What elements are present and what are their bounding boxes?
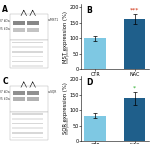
Text: B: B [87,6,93,15]
Bar [13,21,25,24]
Bar [12,51,43,53]
Bar [27,91,39,95]
Text: 25 kDa: 25 kDa [0,27,10,31]
Bar [13,28,25,32]
Text: total protein: total protein [66,46,70,63]
Bar [10,40,48,68]
Bar [10,14,48,40]
Y-axis label: MST expression (%): MST expression (%) [63,11,68,63]
Bar [124,19,146,69]
Bar [84,116,106,141]
Y-axis label: SQR expression (%): SQR expression (%) [63,83,68,134]
Bar [12,65,43,67]
Bar [10,112,48,140]
Bar [12,60,43,62]
Bar [27,21,39,24]
Bar [27,28,39,32]
Text: D: D [87,78,93,87]
Bar [12,127,43,129]
Bar [84,38,106,69]
Bar [12,132,43,134]
Bar [12,47,43,48]
Text: *: * [133,85,136,90]
Text: 37 kDa: 37 kDa [0,90,10,94]
Bar [12,42,43,43]
Text: A: A [2,5,8,14]
Bar [13,97,25,101]
Bar [10,86,48,112]
Bar [12,123,43,124]
Bar [13,91,25,95]
Bar [124,98,146,141]
Text: a-MST1: a-MST1 [48,18,59,22]
Bar [12,113,43,115]
Text: 25 kDa: 25 kDa [0,97,10,101]
Text: C: C [2,77,8,86]
Bar [12,137,43,138]
Bar [27,97,39,101]
Text: a-SQR: a-SQR [48,90,57,94]
Bar [12,118,43,120]
Text: total protein: total protein [66,117,70,134]
Text: 37 kDa: 37 kDa [0,19,10,23]
Text: ***: *** [130,7,139,12]
Bar [12,56,43,57]
